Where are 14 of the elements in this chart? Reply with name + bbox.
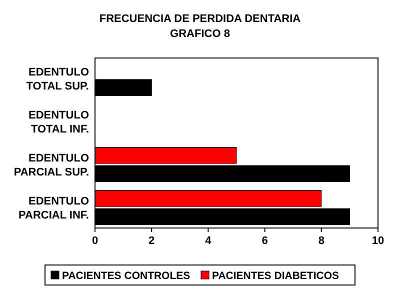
chart-title: FRECUENCIA DE PERDIDA DENTARIA [99, 13, 301, 25]
y-tick-label: EDENTULO TOTAL INF. [28, 109, 90, 136]
x-tick-label: 0 [92, 235, 98, 247]
x-tick-label: 2 [148, 235, 155, 247]
chart-subtitle: GRAFICO 8 [170, 28, 230, 40]
legend-label: PACIENTES CONTROLES [62, 270, 190, 282]
x-tick-label: 6 [262, 235, 268, 247]
y-tick-label: EDENTULO PARCIAL INF. [18, 196, 90, 222]
y-tick-label: EDENTULO PARCIAL SUP. [14, 152, 90, 179]
x-tick-label: 8 [318, 235, 324, 247]
y-tick-label: EDENTULO TOTAL SUP. [26, 66, 90, 92]
x-tick-label: 4 [205, 235, 212, 247]
x-tick-label: 10 [372, 235, 384, 247]
legend-label: PACIENTES DIABETICOS [212, 270, 339, 282]
